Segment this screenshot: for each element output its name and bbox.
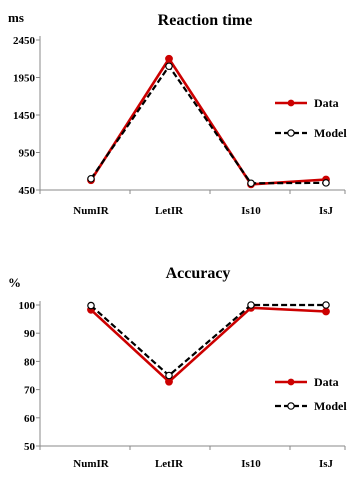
legend-marker-data bbox=[287, 99, 295, 107]
y-axis-label: ms bbox=[8, 10, 24, 25]
x-tick-label: IsJ bbox=[319, 458, 334, 470]
series-line-data bbox=[90, 306, 327, 384]
y-tick-label: 1450 bbox=[13, 110, 36, 122]
data-point-model bbox=[165, 371, 173, 380]
chart-title: Reaction time bbox=[158, 12, 253, 29]
y-tick-label: 70 bbox=[24, 385, 36, 397]
y-tick-label: 100 bbox=[19, 300, 36, 312]
data-point-data bbox=[322, 307, 330, 316]
x-tick-label: LetIR bbox=[155, 458, 184, 470]
data-point-model bbox=[87, 301, 95, 310]
y-tick-label: 60 bbox=[24, 413, 36, 425]
legend-label-data: Data bbox=[314, 375, 339, 389]
x-tick-label: LetIR bbox=[155, 205, 184, 217]
x-tick-label: Is10 bbox=[241, 205, 261, 217]
legend-marker-data bbox=[287, 378, 295, 386]
data-point-model bbox=[322, 179, 330, 187]
legend-label-model: Model bbox=[314, 126, 347, 140]
legend-label-data: Data bbox=[314, 96, 339, 110]
data-point-data bbox=[165, 377, 173, 386]
y-tick-label: 1950 bbox=[13, 73, 36, 85]
x-tick-label: NumIR bbox=[73, 458, 110, 470]
y-tick-label: 2450 bbox=[13, 35, 36, 47]
legend-label-model: Model bbox=[314, 399, 347, 413]
y-tick-label: 950 bbox=[19, 148, 36, 160]
y-tick-label: 80 bbox=[24, 356, 36, 368]
chart-title: Accuracy bbox=[166, 265, 231, 282]
data-point-model bbox=[247, 179, 255, 188]
series-line-model bbox=[90, 65, 327, 185]
data-point-model bbox=[87, 174, 95, 183]
series-line-data bbox=[89, 57, 327, 186]
data-point-model bbox=[322, 301, 330, 309]
legend-marker-model bbox=[287, 402, 295, 410]
data-point-data bbox=[165, 54, 173, 63]
data-point-model bbox=[165, 62, 173, 71]
x-tick-label: IsJ bbox=[319, 205, 334, 217]
x-tick-label: Is10 bbox=[241, 458, 261, 470]
series-line-model bbox=[90, 303, 326, 377]
legend-marker-model bbox=[287, 129, 295, 137]
y-axis-label: % bbox=[8, 275, 21, 290]
data-point-model bbox=[247, 301, 255, 309]
y-tick-label: 50 bbox=[24, 441, 36, 453]
x-tick-label: NumIR bbox=[73, 205, 110, 217]
y-tick-label: 450 bbox=[19, 185, 36, 197]
y-tick-label: 90 bbox=[24, 328, 36, 340]
